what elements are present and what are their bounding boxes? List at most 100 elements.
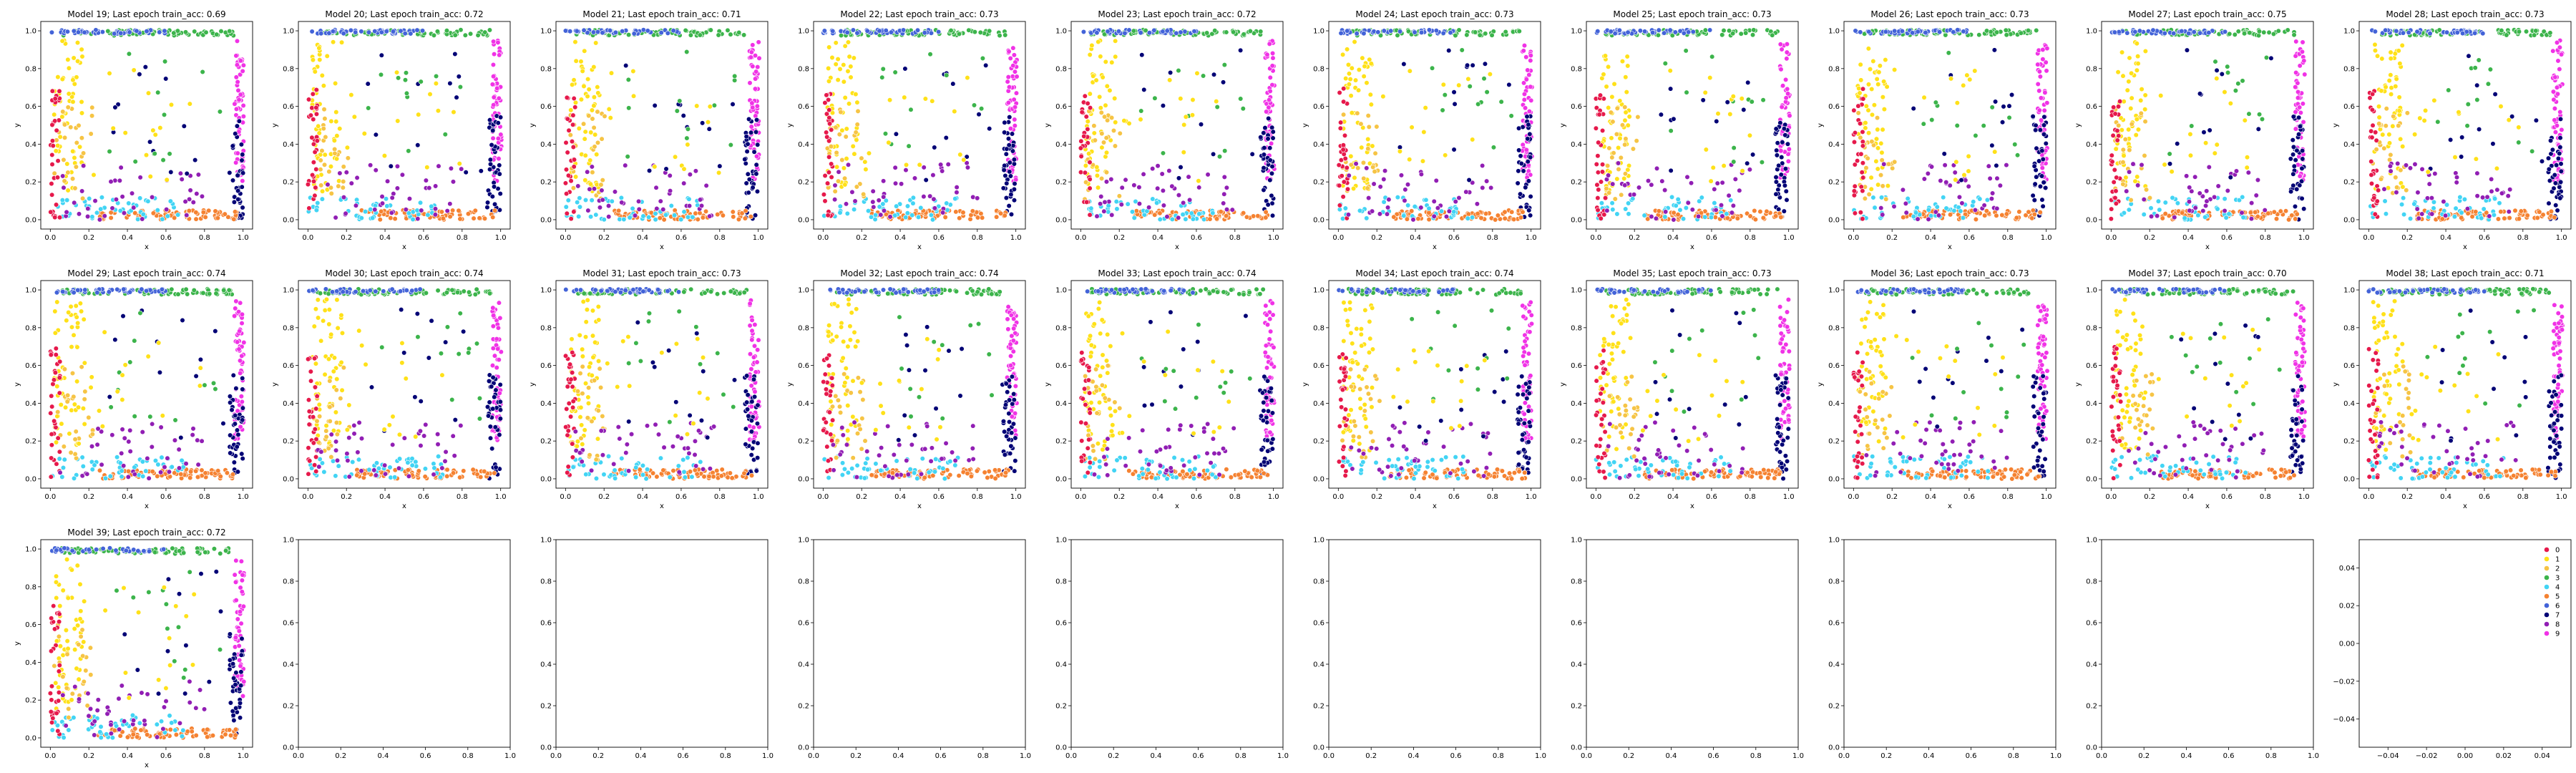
scatter-point [1267,97,1272,103]
scatter-point [321,83,327,89]
scatter-point [928,30,934,36]
scatter-point [565,172,572,178]
scatter-point [1599,200,1605,206]
y-tick-label: 0.2 [283,179,294,187]
scatter-point [1707,27,1713,33]
scatter-point [1987,175,1993,182]
scatter-point [119,194,125,200]
scatter-point [1598,179,1604,185]
scatter-point [495,135,501,142]
scatter-point [1667,68,1673,74]
scatter-point [572,39,578,45]
scatter-point [746,190,751,195]
scatter-point [1903,210,1909,215]
scatter-point [1867,67,1873,72]
scatter-point [904,210,910,216]
scatter-point [181,123,187,129]
scatter-point [1659,178,1665,184]
scatter-point [562,28,569,34]
scatter-point [1118,202,1124,208]
x-tick-label: 0.4 [379,234,391,242]
scatter-point [1386,197,1392,203]
scatter-point [1521,91,1528,97]
scatter-point [908,107,914,112]
scatter-point [822,172,828,179]
scatter-point [1625,122,1631,128]
scatter-point [70,77,76,83]
scatter-point [112,31,117,37]
y-tick-label: 1.0 [1571,28,1582,36]
scatter-point [1726,193,1732,198]
scatter-point [1750,32,1756,38]
scatter-point [415,142,421,148]
scatter-point [206,208,212,213]
scatter-point [348,180,354,186]
scatter-point [337,170,343,176]
scatter-point [2044,46,2050,52]
scatter-point [1340,52,1346,57]
subplot-title: Model 26; Last epoch train_acc: 0.73 [1870,9,2029,19]
scatter-point [1088,205,1094,211]
scatter-point [1478,215,1484,221]
scatter-point [467,31,474,37]
scatter-point [1608,110,1614,115]
scatter-point [433,73,439,79]
scatter-point [2293,216,2298,222]
scatter-point [1138,108,1144,114]
scatter-point [1189,112,1196,118]
scatter-point [886,140,892,145]
scatter-point [828,144,834,150]
scatter-point [497,191,503,197]
y-tick-label: 1.0 [540,28,552,36]
scatter-point [108,215,114,220]
scatter-point [2130,161,2136,167]
scatter-point [1690,29,1696,34]
scatter-point [72,155,77,161]
scatter-point [1671,217,1677,223]
scatter-point [1860,175,1866,180]
scatter-point [1713,207,1719,213]
scatter-point [2222,29,2228,34]
scatter-point [1865,46,1871,52]
subplot-5: 0.0 0.2 0.4 0.6 0.8 1.00.00.20.40.60.81.0Mode… [1044,9,1284,251]
scatter-point [341,164,346,170]
scatter-point [1361,74,1367,79]
scatter-point [1747,132,1753,138]
scatter-point [1451,209,1457,215]
scatter-point [1131,28,1136,34]
scatter-point [1101,140,1107,145]
scatter-point [490,127,496,134]
scatter-point [1857,120,1863,127]
scatter-point [1094,172,1101,178]
scatter-point [2006,115,2012,120]
scatter-point [684,135,690,141]
scatter-point [79,99,84,104]
scatter-point [384,203,390,209]
scatter-point [1337,89,1342,96]
x-tick-label: 0.4 [637,234,648,242]
scatter-point [1727,111,1733,117]
scatter-point [1784,197,1790,203]
scatter-point [1160,150,1166,156]
scatter-point [1429,65,1435,71]
scatter-point [1595,207,1601,213]
scatter-point [1503,29,1508,35]
scatter-point [605,203,612,209]
y-tick-label: 0.4 [2086,141,2097,149]
scatter-point [1986,163,1991,169]
scatter-point [930,172,936,178]
scatter-point [57,88,62,94]
scatter-point [1774,152,1780,158]
scatter-point [1700,97,1706,103]
scatter-point [49,88,55,94]
scatter-point [835,178,841,184]
scatter-point [1617,135,1623,141]
scatter-point [1773,191,1779,197]
scatter-point [2299,195,2305,201]
scatter-point [1381,176,1387,183]
scatter-point [1984,28,1990,34]
scatter-point [377,217,383,223]
scatter-point [944,72,950,78]
scatter-point [1081,133,1087,139]
scatter-point [826,65,831,72]
